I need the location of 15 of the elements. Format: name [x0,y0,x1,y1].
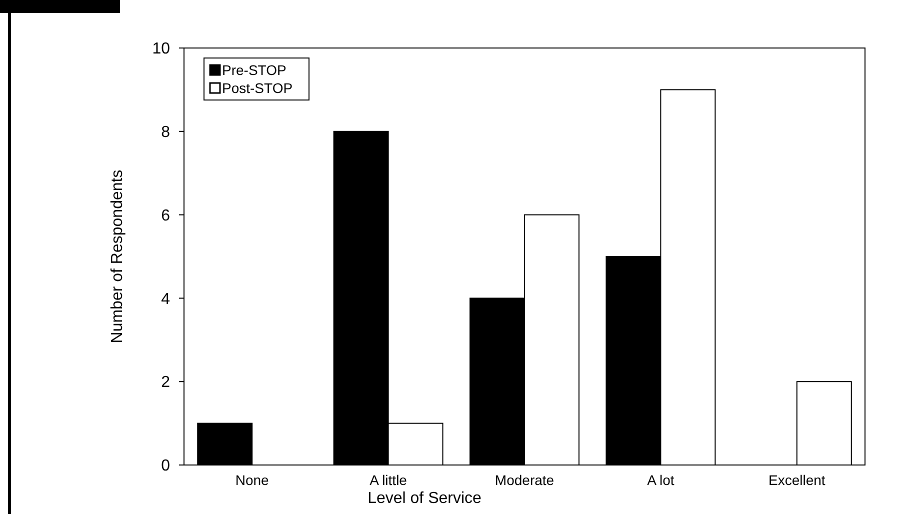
y-tick-label: 0 [161,458,170,475]
y-tick-label: 6 [161,207,170,224]
y-tick-label: 2 [161,374,170,392]
x-tick-label: None [235,472,270,488]
legend-label: Pre-STOP [222,62,286,78]
y-tick-label: 8 [161,124,170,141]
y-tick-label: 4 [161,290,170,308]
y-tick-label: 10 [152,40,170,58]
legend-label: Post-STOP [222,80,293,96]
x-tick-label: Excellent [768,472,826,488]
y-axis-title: Number of Respondents [109,170,126,344]
x-axis-title: Level of Service [368,490,482,507]
x-tick-label: A lot [647,472,674,488]
x-tick-label: A little [370,472,408,488]
x-tick-label: Moderate [494,472,554,488]
